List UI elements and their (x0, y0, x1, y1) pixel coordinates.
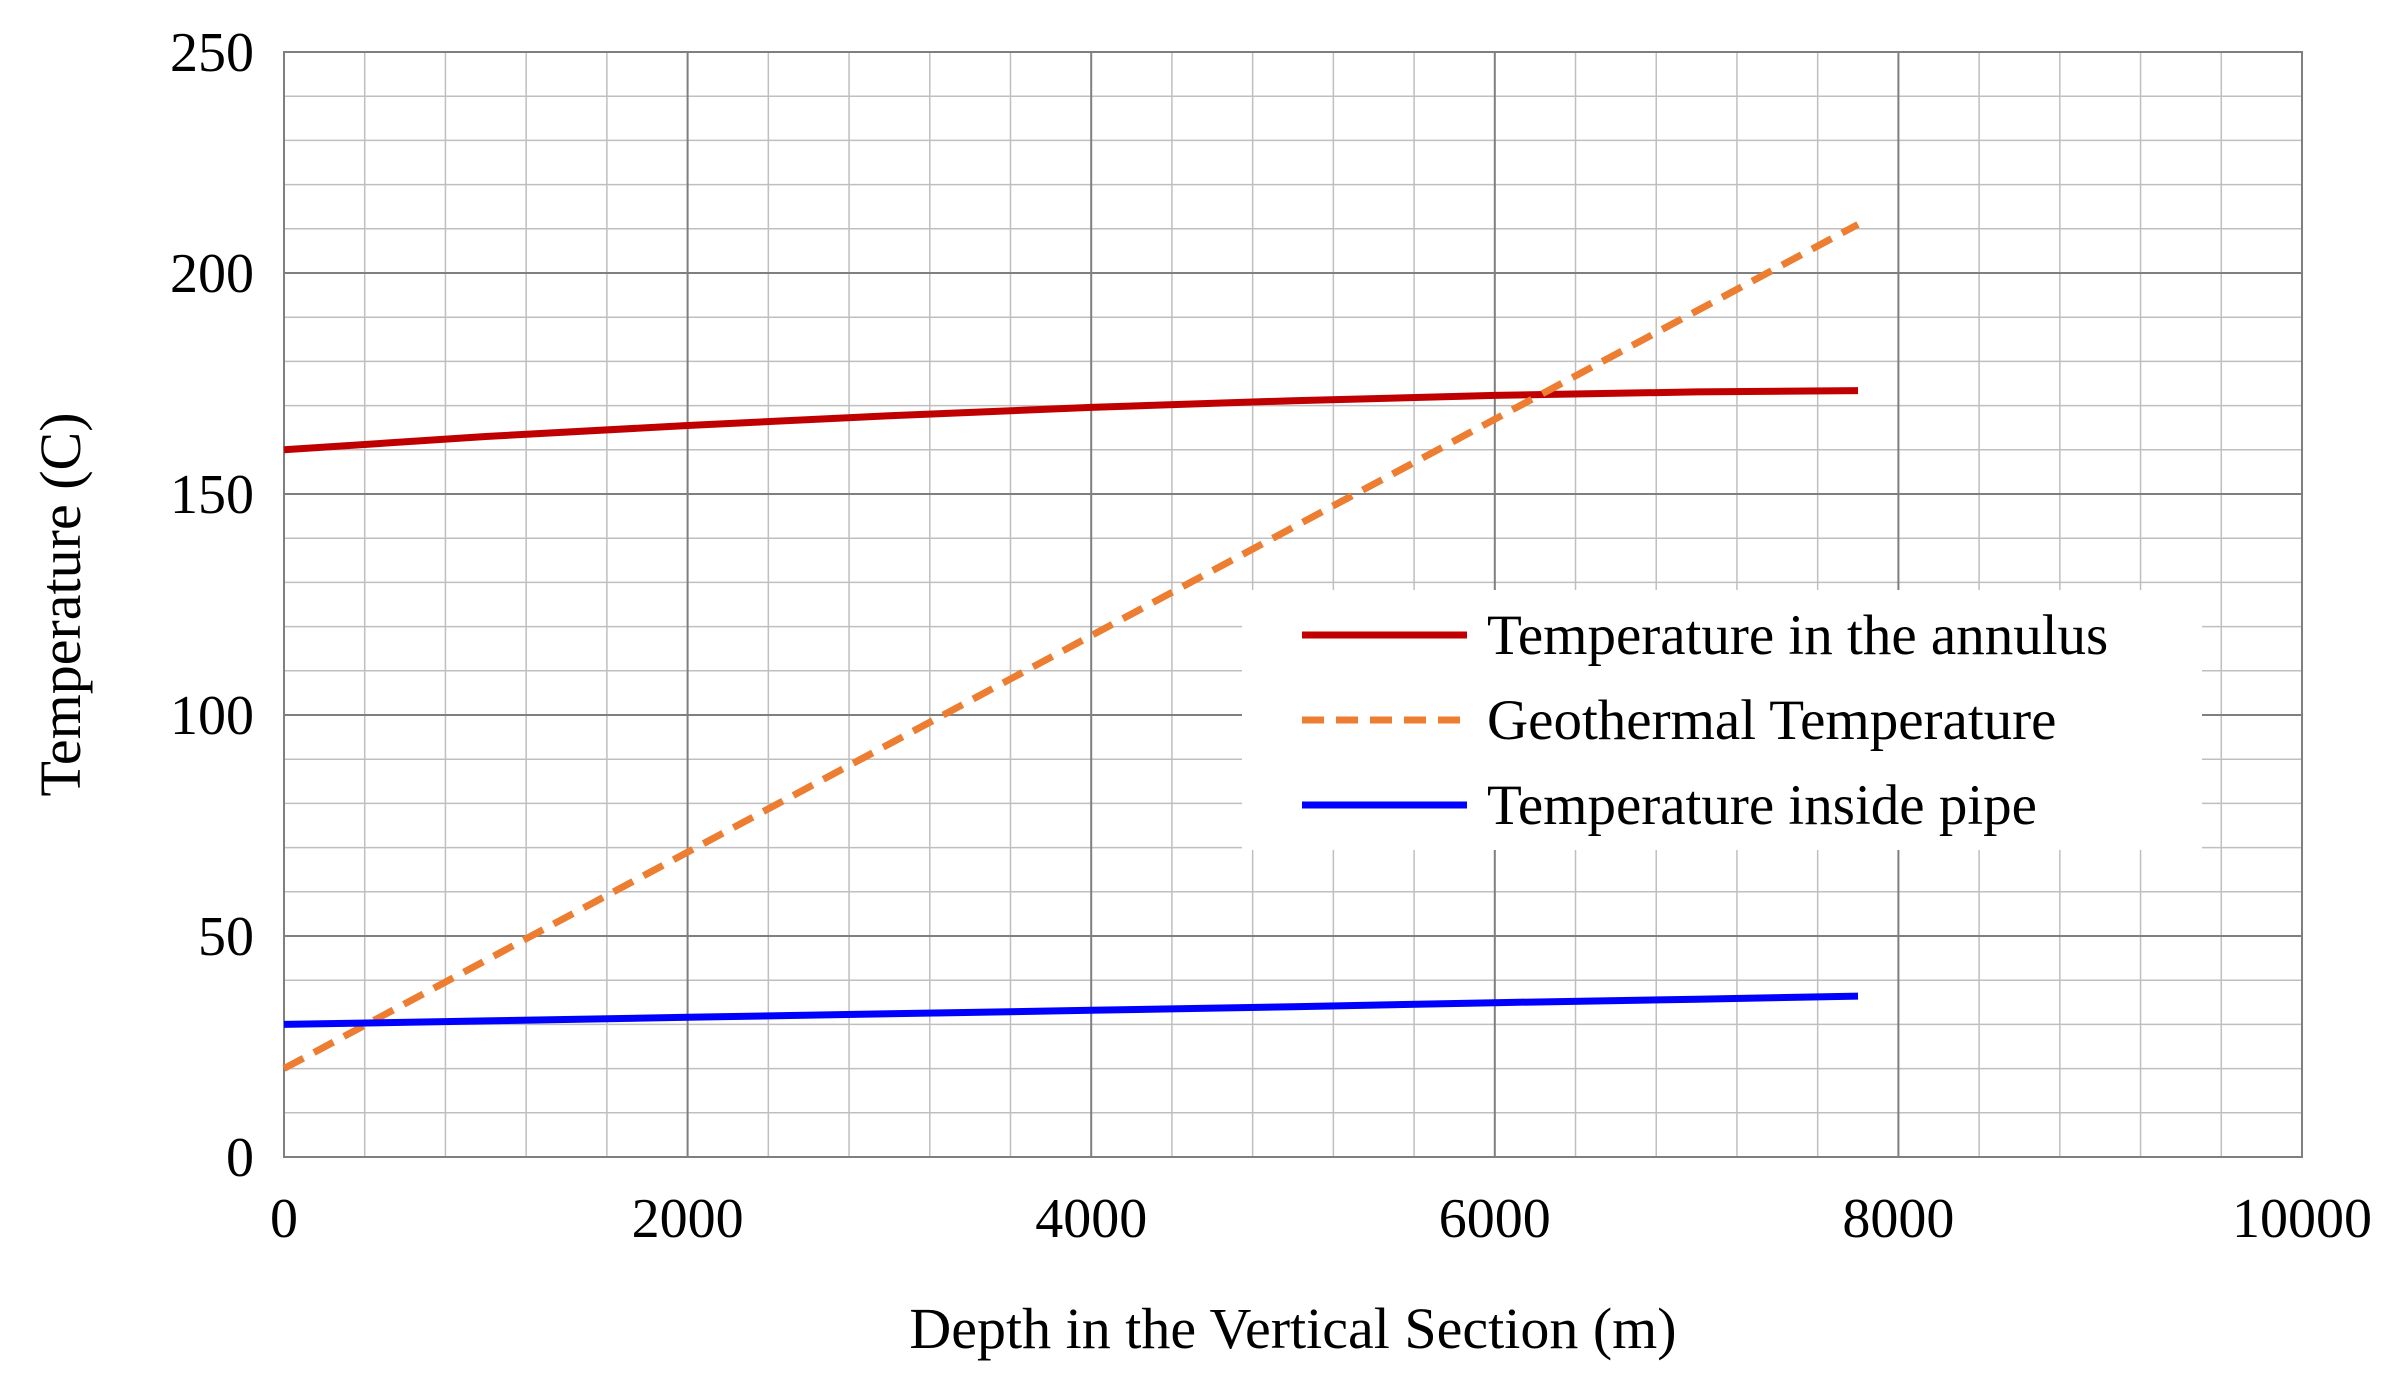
series-line-3 (283, 992, 1859, 1028)
series-lines (282, 221, 1860, 1072)
x-tick-label: 2000 (632, 1188, 744, 1250)
y-tick-label: 150 (170, 464, 254, 526)
legend: Temperature in the annulus Geothermal Tem… (1242, 590, 2202, 850)
x-tick-label: 0 (270, 1188, 298, 1250)
x-tick-label: 10000 (2232, 1188, 2372, 1250)
x-tick-label: 6000 (1439, 1188, 1551, 1250)
legend-label: Geothermal Temperature (1487, 689, 2056, 752)
x-axis-title: Depth in the Vertical Section (m) (909, 1296, 1676, 1361)
x-axis-tick-labels: 0 2000 4000 6000 8000 10000 (270, 1188, 2372, 1250)
y-tick-label: 50 (198, 906, 254, 968)
y-axis-tick-labels: 0 50 100 150 200 250 (170, 22, 254, 1189)
y-axis-title: Temperature (C) (28, 412, 93, 796)
series-line-1 (283, 387, 1859, 454)
y-tick-label: 0 (226, 1127, 254, 1189)
plot-area-frame (283, 51, 2303, 1158)
legend-label: Temperature inside pipe (1487, 774, 2037, 837)
y-tick-label: 100 (170, 685, 254, 747)
series-line-2 (282, 221, 1860, 1072)
x-tick-label: 4000 (1035, 1188, 1147, 1250)
y-tick-label: 250 (170, 22, 254, 84)
x-tick-label: 8000 (1842, 1188, 1954, 1250)
legend-label: Temperature in the annulus (1487, 604, 2108, 667)
y-tick-label: 200 (170, 243, 254, 305)
